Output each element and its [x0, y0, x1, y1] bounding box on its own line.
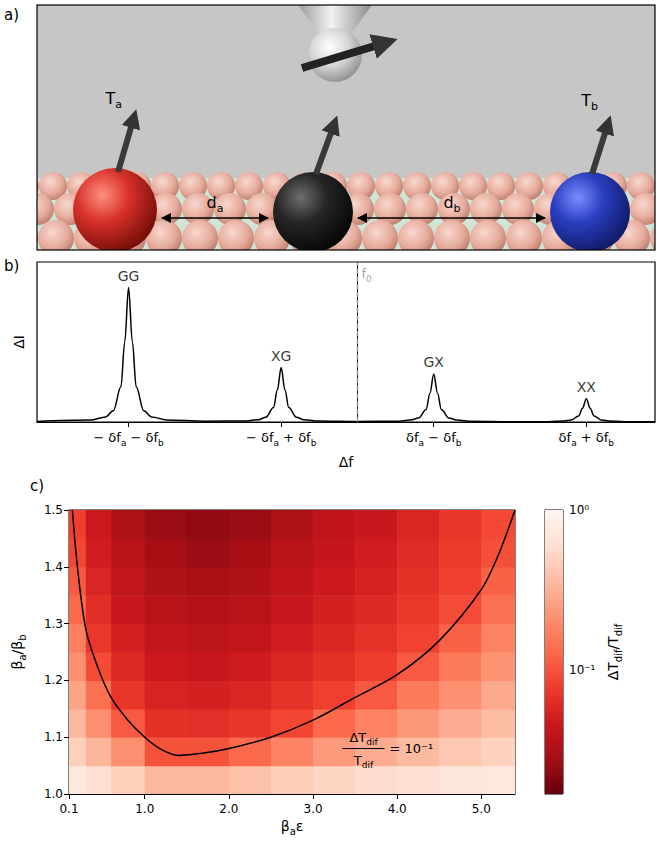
svg-text:a): a) [4, 6, 19, 24]
svg-text:1.2: 1.2 [44, 673, 63, 687]
svg-text:XG: XG [271, 348, 291, 364]
svg-text:b: b [456, 438, 462, 448]
svg-text:1.3: 1.3 [44, 617, 63, 631]
svg-text:f: f [361, 266, 366, 281]
svg-text:T: T [353, 753, 362, 768]
svg-text:4.0: 4.0 [388, 802, 407, 816]
svg-text:− δf: − δf [424, 430, 456, 445]
svg-text:a: a [273, 437, 279, 448]
svg-text:GX: GX [424, 354, 445, 370]
svg-text:− δf: − δf [246, 430, 274, 445]
svg-text:da: da [207, 193, 224, 215]
svg-text:ΔI: ΔI [11, 335, 27, 349]
svg-text:β: β [9, 661, 25, 670]
svg-text:ΔT: ΔT [349, 730, 366, 745]
svg-text:a: a [289, 825, 296, 837]
svg-text:− δf: − δf [93, 430, 121, 445]
svg-text:a: a [16, 654, 28, 661]
svg-text:c): c) [30, 477, 44, 495]
svg-text:2.0: 2.0 [219, 802, 238, 816]
svg-text:b: b [158, 438, 164, 448]
svg-text:1.0: 1.0 [44, 787, 63, 801]
svg-text:δf: δf [406, 430, 419, 445]
svg-text:/β: /β [9, 641, 25, 655]
svg-text:db: db [443, 193, 460, 215]
svg-text:10⁻¹: 10⁻¹ [569, 663, 596, 677]
svg-text:+ δf: + δf [279, 430, 311, 445]
svg-text:0: 0 [366, 274, 372, 284]
svg-text:δf: δf [559, 430, 572, 445]
svg-text:5.0: 5.0 [472, 802, 491, 816]
svg-text:/T: /T [605, 636, 621, 650]
svg-text:Tb: Tb [580, 91, 598, 113]
svg-text:ε: ε [296, 818, 304, 834]
svg-text:a: a [571, 437, 577, 448]
svg-text:− δf: − δf [126, 430, 158, 445]
svg-text:= 10⁻¹: = 10⁻¹ [390, 741, 434, 756]
svg-text:1.5: 1.5 [44, 503, 63, 517]
svg-text:+ δf: + δf [577, 430, 609, 445]
svg-text:GG: GG [118, 268, 140, 284]
svg-text:b: b [608, 438, 614, 448]
svg-text:a: a [120, 437, 127, 448]
svg-text:b: b [17, 634, 28, 640]
svg-text:1.4: 1.4 [44, 560, 63, 574]
svg-text:1.0: 1.0 [135, 802, 154, 816]
svg-text:b): b) [4, 257, 19, 275]
svg-text:10⁰: 10⁰ [569, 503, 589, 517]
svg-text:b: b [311, 438, 317, 448]
svg-text:Ta: Ta [104, 89, 122, 111]
svg-text:dif: dif [613, 623, 624, 636]
svg-text:XX: XX [577, 379, 597, 395]
svg-text:ΔT: ΔT [605, 662, 621, 681]
svg-text:0.1: 0.1 [59, 802, 78, 816]
svg-text:a: a [418, 437, 425, 448]
svg-text:dif: dif [362, 760, 374, 770]
svg-text:1.1: 1.1 [44, 730, 63, 744]
svg-text:β: β [281, 818, 290, 834]
svg-text:dif: dif [366, 737, 378, 747]
svg-text:Δf: Δf [339, 454, 355, 470]
svg-text:dif: dif [613, 649, 624, 662]
svg-text:3.0: 3.0 [303, 802, 322, 816]
